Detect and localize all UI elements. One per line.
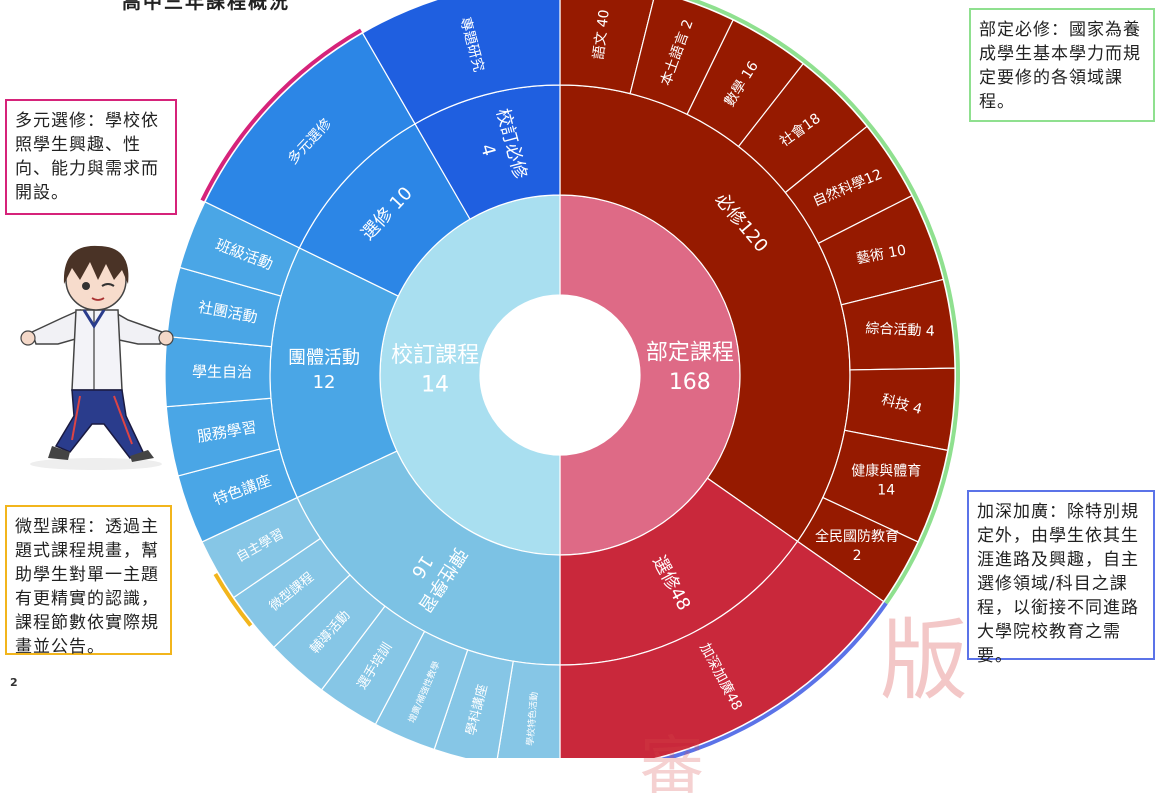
outer-label-9: 全民國防教育 2 <box>815 528 899 564</box>
outer-label-0: 語文 40 <box>591 9 613 61</box>
accent-arc-diverse <box>200 28 363 202</box>
page-title: 高中三年課程概況 <box>122 0 291 13</box>
inner-label-school: 校訂課程 14 <box>391 343 479 398</box>
inner-label-ministry: 部定課程 168 <box>646 340 734 395</box>
outer-segment-advanced-48 <box>559 540 885 758</box>
outer-segment-topic-research <box>361 0 561 125</box>
accent-arc-required <box>687 0 960 605</box>
center-hole <box>480 295 640 455</box>
watermark-secondary: 審 <box>640 730 704 804</box>
outer-label-8: 健康與體育 14 <box>851 463 921 499</box>
student-character-illustration <box>20 245 174 470</box>
watermark: 版 <box>880 609 969 712</box>
note-required-courses: 部定必修：國家為養成學生基本學力而規定要修的各領域課程。 <box>969 8 1155 122</box>
note-advanced-courses: 加深加廣：除特別規定外，由學生依其生涯進路及興趣，自主選修領域/科目之課程，以銜… <box>967 490 1155 666</box>
middle-label-group-12: 團體活動 12 <box>288 348 360 393</box>
outer-label-6: 綜合活動 4 <box>865 321 935 340</box>
accent-arc-micro <box>213 572 253 627</box>
accent-arc-advanced <box>660 602 888 758</box>
note-micro-courses: 微型課程：透過主題式課程規畫，幫助學生對單一主題有更精實的認識，課程節數依實際規… <box>5 505 172 657</box>
outer-label-group-2: 學生自治 <box>192 362 252 381</box>
page-number: 2 <box>10 676 18 689</box>
note-diverse-electives: 多元選修：學校依照學生興趣、性向、能力與需求而開設。 <box>5 99 177 215</box>
